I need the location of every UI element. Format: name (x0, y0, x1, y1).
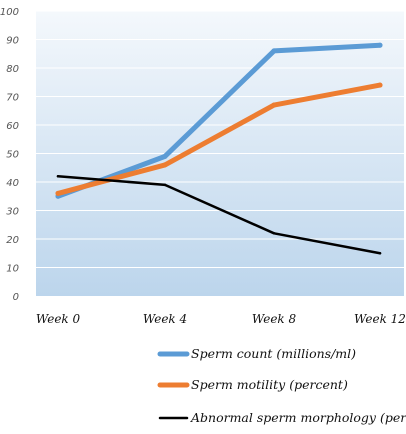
y-tick-label: 40 (6, 178, 19, 189)
data-point (377, 82, 383, 88)
y-tick-label: 0 (13, 292, 19, 303)
y-tick-label: 60 (6, 121, 19, 132)
x-tick-label: Week 12 (354, 312, 406, 326)
data-point (377, 42, 383, 48)
data-point (272, 232, 276, 235)
y-tick-label: 100 (0, 7, 19, 18)
data-point (163, 183, 167, 187)
y-tick-label: 30 (6, 207, 19, 218)
data-point (55, 190, 61, 196)
series-line (55, 42, 383, 199)
x-tick-label: Week 4 (143, 312, 187, 326)
y-tick-label: 80 (6, 64, 19, 75)
y-tick-label: 90 (6, 36, 19, 47)
data-point (162, 162, 168, 168)
data-point (378, 252, 382, 255)
legend-label: Abnormal sperm morphology (percent) (190, 410, 406, 425)
series-line (55, 82, 383, 196)
data-point (271, 48, 277, 54)
data-point (271, 102, 277, 108)
data-point (56, 175, 60, 178)
legend-label: Sperm count (millions/ml) (191, 346, 356, 361)
x-tick-label: Week 8 (252, 312, 297, 326)
data-point (162, 153, 168, 159)
y-tick-label: 10 (6, 264, 19, 275)
series-line (56, 175, 382, 255)
y-tick-label: 20 (6, 235, 19, 246)
y-tick-label: 50 (6, 150, 19, 161)
y-tick-label: 70 (6, 93, 19, 104)
x-tick-label: Week 0 (36, 312, 81, 326)
legend-label: Sperm motility (percent) (191, 377, 348, 392)
